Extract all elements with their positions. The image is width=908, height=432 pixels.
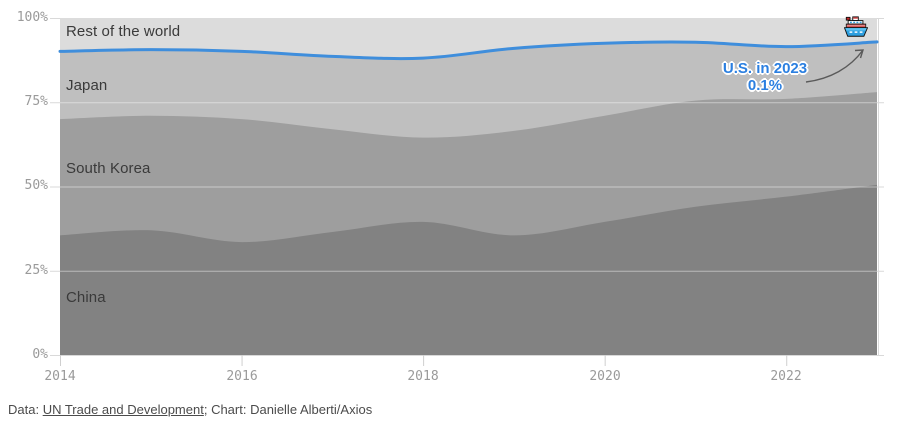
x-tick-2016: 2016 (226, 369, 258, 384)
us-annotation-line1: U.S. in 2023 (722, 60, 808, 77)
us-annotation-line2: 0.1% (747, 77, 783, 94)
x-tick-2014: 2014 (44, 369, 76, 384)
y-tick-75: 75% (24, 94, 48, 109)
y-tick-50: 50% (24, 178, 48, 193)
label-rest-of-world: Rest of the world (66, 23, 181, 40)
label-japan: Japan (66, 77, 108, 94)
x-tick-2018: 2018 (407, 369, 439, 384)
ship-icon (844, 16, 868, 37)
data-prefix: Data: (8, 402, 43, 417)
x-tick-2020: 2020 (589, 369, 621, 384)
label-south-korea: South Korea (66, 160, 151, 177)
chart-credit: ; Chart: Danielle Alberti/Axios (203, 402, 373, 417)
y-tick-25: 25% (24, 263, 48, 278)
label-china: China (66, 289, 106, 306)
annotation-arrow (805, 49, 864, 83)
y-tick-0: 0% (32, 347, 48, 362)
x-tick-2022: 2022 (770, 369, 802, 384)
y-tick-100: 100% (16, 10, 48, 25)
source-credit-line: Data: UN Trade and Development; Chart: D… (8, 402, 372, 417)
data-source-link[interactable]: UN Trade and Development (42, 402, 204, 417)
us-annotation: U.S. in 2023 0.1% (695, 60, 835, 94)
